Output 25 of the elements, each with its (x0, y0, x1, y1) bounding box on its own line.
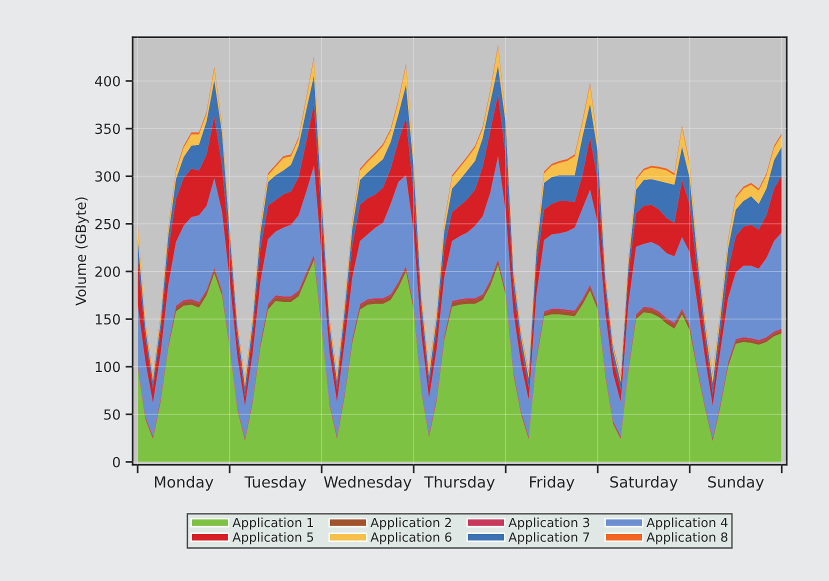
x-tick-label: Monday (154, 476, 214, 491)
y-tick-label: 100 (96, 362, 120, 372)
legend-label: Application 4 (646, 518, 728, 530)
legend-label: Application 7 (508, 532, 590, 544)
y-tick-label: 150 (96, 314, 120, 325)
y-tick-label: 200 (95, 266, 120, 277)
x-tick-label: Tuesday (244, 476, 306, 491)
y-axis-title: Volume (GByte) (75, 197, 89, 306)
x-tick-label: Thursday (424, 476, 495, 491)
legend-label: Application 1 (232, 518, 314, 530)
x-tick-label: Sunday (708, 476, 764, 491)
y-tick-label: 350 (95, 124, 120, 134)
y-tick-label: 0 (112, 456, 120, 468)
y-tick-label: 300 (95, 171, 120, 182)
legend-label: Application 6 (370, 532, 452, 544)
y-tick-label: 400 (95, 76, 120, 86)
x-tick-label: Friday (530, 476, 574, 491)
legend-label: Application 8 (646, 532, 728, 544)
x-tick-label: Wednesday (324, 476, 412, 491)
y-tick-label: 250 (95, 218, 120, 230)
legend-label: Application 2 (370, 518, 451, 530)
x-tick-label: Saturday (610, 476, 678, 491)
legend-label: Application 5 (232, 532, 314, 544)
legend-label: Application 3 (508, 518, 590, 530)
y-tick-label: 50 (104, 409, 120, 420)
